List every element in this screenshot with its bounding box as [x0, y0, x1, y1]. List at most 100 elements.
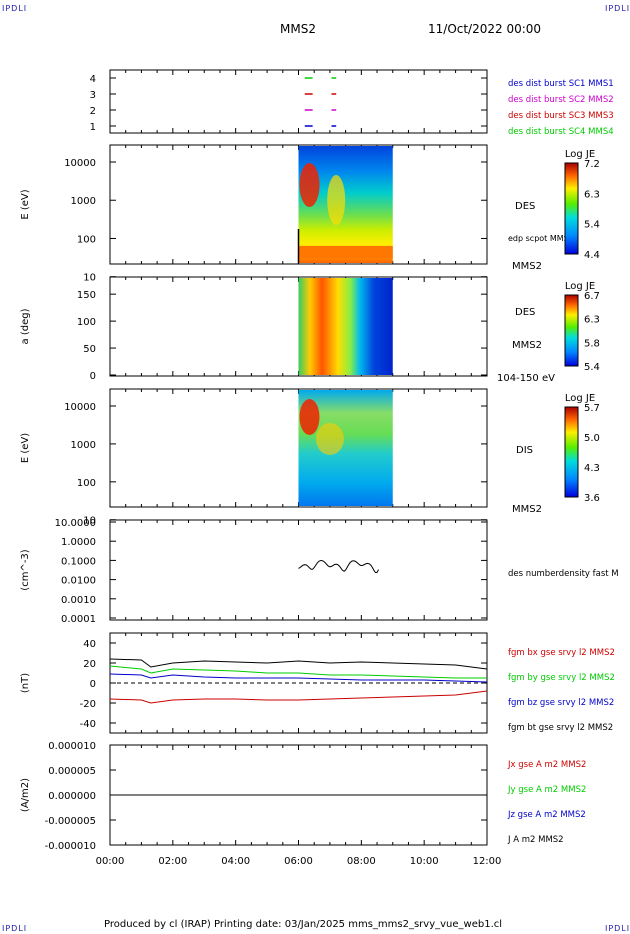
xaxis-tick-label: 10:00 — [410, 856, 439, 867]
dis_energy-ytick-label: 100 — [77, 478, 96, 489]
des_energy-colorbar-tick: 7.2 — [584, 159, 600, 170]
dis_energy-side-label: DIS — [516, 445, 533, 456]
dis_energy-ytick-label: 10 — [83, 516, 96, 527]
des_pitch-colorbar-tick: 5.4 — [584, 362, 600, 373]
density-ytick-label: 0.0010 — [61, 595, 96, 606]
current-legend-entry: Jz gse A m2 MMS2 — [507, 810, 586, 820]
dis_energy-colorbar-tick: 5.7 — [584, 403, 600, 414]
bfield-ytick-label: -20 — [80, 699, 96, 710]
burst-ytick-label: 4 — [90, 74, 96, 85]
density-ytick-label: 10.0000 — [55, 518, 96, 529]
current-legend-entry: J A m2 MMS2 — [507, 835, 564, 845]
current-legend-entry: Jy gse A m2 MMS2 — [507, 785, 586, 795]
des_pitch-energy-label: 104-150 eV — [497, 373, 555, 384]
des_pitch-colorbar-title: Log JE — [565, 281, 595, 292]
des_energy-colorbar-tick: 6.3 — [584, 189, 600, 200]
xaxis-tick-label: 00:00 — [96, 856, 125, 867]
dis_energy-ytick-label: 1000 — [71, 440, 96, 451]
des_energy-ytick-label: 100 — [77, 234, 96, 245]
density-legend-entry: des numberdensity fast M — [508, 569, 619, 579]
des_energy-panel: E (eV) 10000 1000 100 10 DES edp scpot MMS2 MMS… — [20, 144, 600, 284]
dis_energy-colorbar-title: Log JE — [565, 393, 595, 404]
des_energy-heatmap — [298, 146, 393, 263]
burst-ytick-label: 3 — [90, 90, 96, 101]
bfield-legend-entry: fgm bx gse srvy l2 MMS2 — [508, 648, 615, 658]
current-legend-entry: Jx gse A m2 MMS2 — [507, 760, 586, 770]
des-energy-band — [327, 175, 346, 225]
spacecraft-title: MMS2 — [280, 22, 316, 36]
des_pitch-ylabel: a (deg) — [20, 308, 31, 344]
footer-text: Produced by cl (IRAP) Printing date: 03/… — [104, 919, 503, 930]
bfield-ytick-label: 0 — [90, 679, 96, 690]
dis_energy-colorbar-tick: 3.6 — [584, 493, 600, 504]
des_energy-sc-label: MMS2 — [512, 261, 542, 272]
dis-energy-hotspot — [299, 399, 320, 435]
density-ytick-label: 0.1000 — [61, 556, 96, 567]
current-ylabel: (A/m2) — [20, 778, 31, 812]
density-line — [298, 560, 380, 574]
bfield-ylabel: (nT) — [20, 673, 31, 693]
bfield-series-line — [109, 665, 487, 679]
current-ytick-label: -0.000005 — [45, 816, 96, 827]
bfield-series-line — [109, 673, 488, 683]
burst-panel: 4 3 2 1 des dist burst SC1 MMS1 des dist burs… — [90, 69, 614, 137]
xaxis-tick-label: 04:00 — [221, 856, 250, 867]
dis_energy-sc-label: MMS2 — [512, 504, 542, 515]
des_energy-ytick-label: 10 — [83, 273, 96, 284]
des_pitch-ytick-label: 0 — [90, 371, 96, 382]
des_energy-colorbar-title: Log JE — [565, 149, 595, 160]
des_pitch-side-label: DES — [515, 307, 535, 318]
bfield-legend-entry: fgm by gse srvy l2 MMS2 — [508, 673, 615, 683]
density-frame — [109, 519, 488, 621]
bfield-legend-entry: fgm bz gse srvy l2 MMS2 — [508, 698, 614, 708]
burst-legend-entry: des dist burst SC1 MMS1 — [508, 79, 614, 89]
bfield-ytick-label: 20 — [83, 659, 96, 670]
corner-logo-bottom-right: IPDLI — [605, 924, 630, 933]
des_pitch-ytick-label: 150 — [77, 290, 96, 301]
dis_energy-ytick-label: 10000 — [64, 402, 96, 413]
bfield-ytick-label: -40 — [80, 719, 96, 730]
des_pitch-ytick-label: 100 — [77, 317, 96, 328]
dis-energy-band — [315, 423, 344, 455]
burst-ytick-label: 1 — [90, 122, 96, 133]
des_pitch-colorbar-tick: 6.3 — [584, 315, 600, 326]
des_energy-ylabel: E (eV) — [20, 189, 31, 219]
density-ytick-label: 1.0000 — [61, 537, 96, 548]
dis_energy-colorbar-tick: 4.3 — [584, 463, 600, 474]
des_pitch-colorbar — [564, 294, 579, 367]
current-panel: (A/m2) 0.000010 0.000005 0.000000 -0.000005 -… — [20, 741, 586, 852]
corner-logo-bottom-left: IPDLI — [2, 924, 28, 933]
current-ytick-label: 0.000010 — [48, 741, 96, 752]
density-ylabel: (cm^-3) — [20, 549, 31, 590]
corner-logo-top-left: IPDLI — [2, 4, 28, 13]
density-panel: (cm^-3) 10.0000 1.0000 0.1000 0.0100 0.0010 0.… — [20, 518, 619, 625]
xaxis-tick-label: 12:00 — [473, 856, 502, 867]
des-energy-lowband — [298, 246, 393, 258]
xaxis-tick-label: 06:00 — [284, 856, 313, 867]
dis_energy-panel: E (eV) 10000 1000 100 10 DIS MMS2 Log JE5.7 5.0 4… — [20, 388, 600, 527]
corner-logo-top-right: IPDLI — [605, 4, 630, 13]
current-ytick-label: -0.000010 — [45, 841, 96, 852]
burst-legend-entry: des dist burst SC4 MMS4 — [508, 127, 614, 137]
bfield-legend-entry: fgm bt gse srvy l2 MMS2 — [508, 723, 613, 733]
des_pitch-colorbar-tick: 5.8 — [584, 338, 600, 349]
burst-ytick-label: 2 — [90, 106, 96, 117]
des_energy-colorbar — [564, 162, 579, 255]
xaxis-tick-label: 02:00 — [158, 856, 187, 867]
des_energy-colorbar-tick: 4.4 — [584, 250, 600, 261]
density-ytick-label: 0.0100 — [61, 576, 96, 587]
dis_energy-colorbar-tick: 5.0 — [584, 433, 600, 444]
des_pitch-colorbar-tick: 6.7 — [584, 291, 600, 302]
des_pitch-sc-label: MMS2 — [512, 340, 542, 351]
density-ytick-label: 0.0001 — [61, 614, 96, 625]
dis_energy-colorbar — [564, 406, 579, 498]
burst-legend-entry: des dist burst SC2 MMS2 — [508, 95, 614, 105]
dis_energy-ylabel: E (eV) — [20, 433, 31, 463]
bfield-panel: (nT) 40 20 0 -20 -40 fgm bx gse srvy l2 MMS2 fg… — [20, 632, 615, 734]
bfield-ytick-label: 40 — [83, 639, 96, 650]
datetime-title: 11/Oct/2022 00:00 — [428, 22, 542, 36]
burst-legend-entry: des dist burst SC3 MMS3 — [508, 111, 614, 121]
des_energy-ytick-label: 10000 — [64, 158, 96, 169]
des_pitch-heatmap — [298, 278, 393, 375]
